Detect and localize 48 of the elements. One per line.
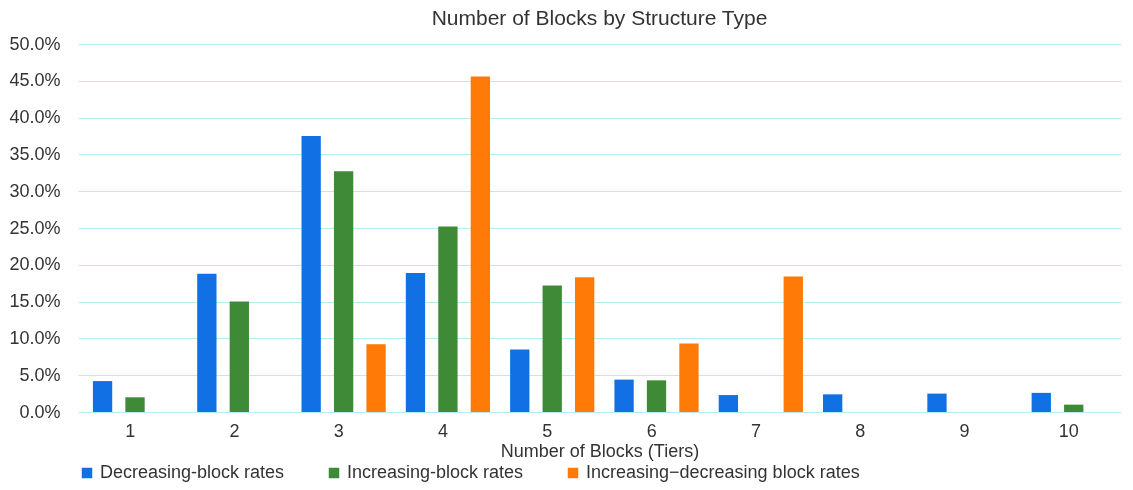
bar xyxy=(542,285,562,412)
bar xyxy=(301,136,321,412)
y-tick-label: 25.0% xyxy=(9,217,61,238)
bar xyxy=(1064,404,1084,412)
y-tick-label: 35.0% xyxy=(9,143,61,164)
y-tick-label: 30.0% xyxy=(9,180,61,201)
bar xyxy=(575,277,595,412)
bar xyxy=(783,276,803,412)
y-tick-label: 45.0% xyxy=(9,70,61,91)
bar xyxy=(366,344,386,412)
legend-label: Increasing-block rates xyxy=(347,462,524,482)
x-axis-title: Number of Blocks (Tiers) xyxy=(500,440,700,461)
x-tick-label: 4 xyxy=(438,420,449,441)
bar xyxy=(92,381,113,412)
bar xyxy=(125,397,145,412)
bar xyxy=(718,395,739,412)
bar xyxy=(405,272,426,412)
x-tick-label: 5 xyxy=(542,420,553,441)
x-tick-label: 7 xyxy=(750,420,761,441)
y-tick-label: 0.0% xyxy=(19,401,61,422)
x-tick-label: 1 xyxy=(125,420,136,441)
bar xyxy=(823,394,843,412)
x-tick-label: 6 xyxy=(646,420,657,441)
bar xyxy=(1031,392,1051,412)
y-tick-label: 5.0% xyxy=(19,364,61,385)
chart-title: Number of Blocks by Structure Type xyxy=(431,6,768,29)
bar xyxy=(333,171,354,412)
y-tick-label: 10.0% xyxy=(9,327,61,348)
legend-label: Decreasing-block rates xyxy=(100,462,285,482)
x-tick-label: 2 xyxy=(229,420,240,441)
bar xyxy=(646,380,667,412)
y-tick-label: 40.0% xyxy=(9,107,61,128)
bar xyxy=(229,301,249,412)
x-tick-label: 9 xyxy=(959,420,970,441)
legend-label: Increasing−decreasing block rates xyxy=(586,462,860,482)
bar xyxy=(470,76,491,412)
x-tick-label: 3 xyxy=(333,420,344,441)
y-tick-label: 20.0% xyxy=(9,254,61,275)
x-tick-label: 8 xyxy=(855,420,866,441)
bar xyxy=(679,343,699,412)
y-tick-label: 50.0% xyxy=(9,33,61,54)
bar xyxy=(197,273,217,412)
bar xyxy=(927,393,947,412)
bar xyxy=(438,226,458,412)
bar xyxy=(614,379,634,412)
x-tick-label: 10 xyxy=(1058,420,1079,441)
bar xyxy=(510,349,530,412)
y-tick-label: 15.0% xyxy=(9,291,61,312)
